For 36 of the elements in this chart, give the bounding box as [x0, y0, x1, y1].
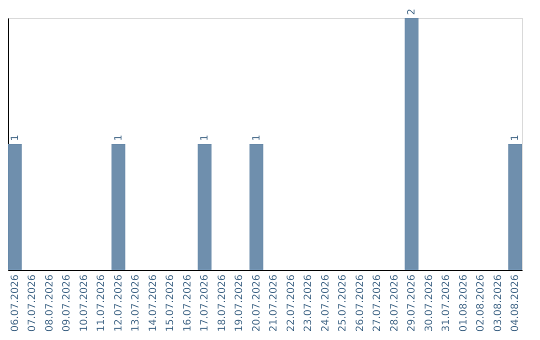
- x-tick-label: 02.08.2026: [476, 274, 487, 332]
- x-tick-label: 12.07.2026: [113, 274, 124, 332]
- x-tick-label: 31.07.2026: [441, 274, 452, 332]
- data-label: 1: [251, 134, 262, 141]
- x-tick-label: 06.07.2026: [10, 274, 21, 332]
- x-tick-label: 11.07.2026: [96, 274, 108, 332]
- x-tick-label: 22.07.2026: [286, 274, 297, 332]
- x-tick-label: 09.07.2026: [62, 274, 73, 332]
- x-tick-label: 01.08.2026: [458, 274, 470, 332]
- x-tick-label: 30.07.2026: [424, 274, 435, 332]
- data-label: 1: [10, 134, 21, 141]
- x-tick-label: 29.07.2026: [406, 274, 418, 332]
- data-label: 1: [510, 134, 522, 141]
- x-tick-label: 08.07.2026: [44, 274, 56, 332]
- x-tick-label: 25.07.2026: [338, 274, 349, 332]
- x-tick-label: 04.08.2026: [510, 274, 522, 332]
- x-tick-label: 24.07.2026: [320, 274, 332, 332]
- x-tick-label: 19.07.2026: [234, 274, 246, 332]
- x-tick-label: 18.07.2026: [216, 274, 228, 332]
- x-tick-label: 03.08.2026: [492, 274, 504, 332]
- x-tick-label: 17.07.2026: [200, 274, 211, 332]
- x-tick-label: 26.07.2026: [354, 274, 366, 332]
- x-tick-label: 07.07.2026: [27, 274, 38, 332]
- x-tick-label: 28.07.2026: [389, 274, 400, 332]
- x-tick-label: 16.07.2026: [182, 274, 194, 332]
- data-label: 1: [200, 134, 211, 141]
- x-tick-label: 27.07.2026: [372, 274, 384, 332]
- data-label: 1: [113, 134, 124, 141]
- x-tick-label: 13.07.2026: [130, 274, 142, 332]
- x-tick-label: 20.07.2026: [251, 274, 262, 332]
- data-label: 2: [406, 8, 418, 15]
- x-tick-label: 23.07.2026: [303, 274, 314, 332]
- x-tick-label: 21.07.2026: [268, 274, 280, 332]
- x-tick-label: 10.07.2026: [78, 274, 90, 332]
- x-tick-label: 15.07.2026: [165, 274, 176, 332]
- x-tick-label: 14.07.2026: [148, 274, 159, 332]
